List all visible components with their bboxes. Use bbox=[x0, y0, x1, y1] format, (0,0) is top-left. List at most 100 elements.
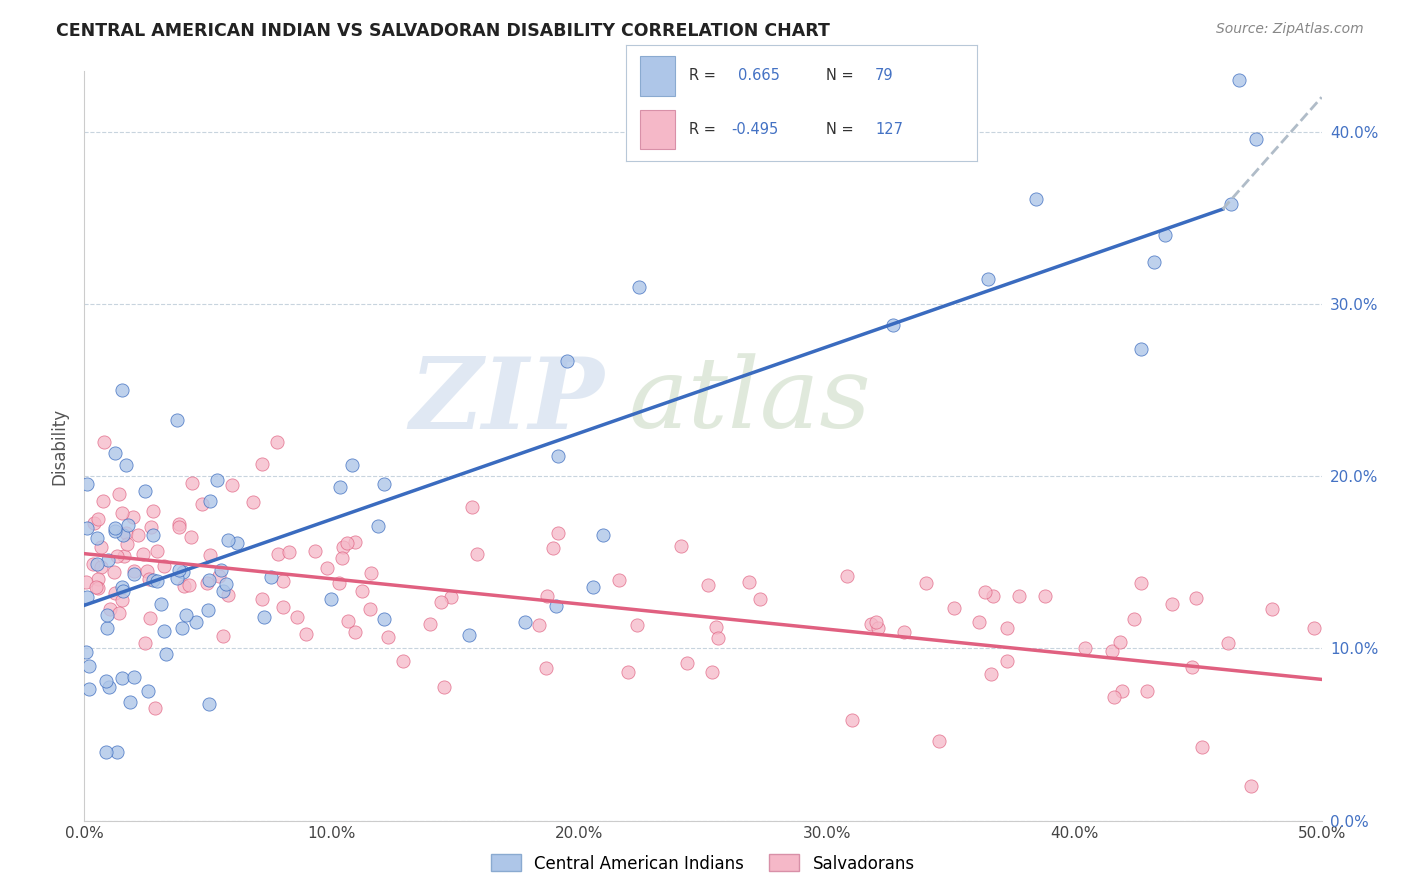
Point bbox=[180, 530, 202, 544]
Point bbox=[1102, 690, 1125, 704]
Point bbox=[607, 573, 630, 587]
Point bbox=[115, 458, 138, 472]
Point bbox=[350, 584, 373, 599]
Point bbox=[111, 580, 134, 594]
Point bbox=[105, 745, 128, 759]
Point bbox=[87, 573, 110, 587]
Point bbox=[1101, 644, 1123, 658]
Point bbox=[167, 516, 190, 531]
Point bbox=[111, 528, 134, 542]
Point bbox=[1129, 576, 1152, 591]
Point bbox=[217, 533, 239, 547]
Point bbox=[82, 557, 104, 571]
Text: 0.665: 0.665 bbox=[738, 69, 780, 84]
Point bbox=[433, 680, 456, 694]
Point bbox=[84, 581, 107, 595]
Point bbox=[112, 583, 135, 598]
Point bbox=[1246, 132, 1268, 146]
Point bbox=[1025, 192, 1047, 206]
Point bbox=[200, 494, 222, 508]
Point bbox=[1154, 227, 1177, 242]
Point bbox=[96, 621, 118, 635]
Point bbox=[285, 609, 308, 624]
Point bbox=[271, 600, 294, 615]
Point bbox=[226, 536, 249, 550]
Point bbox=[340, 458, 363, 473]
Point bbox=[1136, 683, 1159, 698]
Text: 79: 79 bbox=[875, 69, 894, 84]
Point bbox=[197, 574, 219, 588]
Point bbox=[111, 506, 134, 520]
Point bbox=[208, 569, 231, 583]
Text: Source: ZipAtlas.com: Source: ZipAtlas.com bbox=[1216, 22, 1364, 37]
Point bbox=[96, 608, 118, 623]
Point bbox=[457, 627, 479, 641]
Point bbox=[866, 621, 889, 635]
Point bbox=[1109, 635, 1132, 649]
Point bbox=[198, 548, 221, 562]
Point bbox=[96, 674, 118, 689]
Point bbox=[250, 592, 273, 607]
Point bbox=[104, 586, 127, 600]
Point bbox=[1185, 591, 1208, 606]
Point bbox=[1191, 740, 1213, 755]
Point bbox=[1129, 342, 1152, 356]
Point bbox=[332, 540, 354, 554]
Point bbox=[76, 521, 98, 535]
Point bbox=[103, 565, 125, 579]
Point bbox=[738, 575, 761, 590]
Point bbox=[761, 136, 783, 151]
Point bbox=[155, 648, 177, 662]
Point bbox=[465, 547, 488, 561]
Point bbox=[180, 476, 202, 491]
Point bbox=[329, 480, 352, 494]
Point bbox=[89, 540, 111, 554]
Point bbox=[1227, 73, 1250, 87]
Text: N =: N = bbox=[827, 69, 858, 84]
Point bbox=[1220, 197, 1243, 211]
Point bbox=[321, 592, 343, 607]
Point bbox=[96, 745, 118, 759]
Point bbox=[142, 528, 165, 542]
Point bbox=[153, 559, 176, 574]
Point bbox=[1123, 612, 1146, 626]
Point bbox=[1261, 601, 1284, 615]
Point bbox=[111, 383, 134, 397]
Point bbox=[191, 497, 214, 511]
Point bbox=[330, 551, 353, 566]
Point bbox=[749, 592, 772, 607]
Point bbox=[250, 457, 273, 471]
Point bbox=[536, 589, 558, 603]
Legend: Central American Indians, Salvadorans: Central American Indians, Salvadorans bbox=[485, 847, 921, 880]
Y-axis label: Disability: Disability bbox=[51, 408, 69, 484]
Point bbox=[173, 579, 195, 593]
Point bbox=[547, 449, 569, 463]
Point bbox=[967, 615, 990, 629]
Point bbox=[974, 585, 997, 599]
Point bbox=[592, 528, 614, 542]
Point bbox=[266, 547, 288, 561]
Point bbox=[1143, 255, 1166, 269]
Text: CENTRAL AMERICAN INDIAN VS SALVADORAN DISABILITY CORRELATION CHART: CENTRAL AMERICAN INDIAN VS SALVADORAN DI… bbox=[56, 22, 830, 40]
Point bbox=[529, 618, 551, 632]
Point bbox=[115, 526, 138, 541]
Point bbox=[76, 477, 98, 491]
Point bbox=[172, 621, 194, 635]
Point bbox=[149, 597, 172, 611]
Point bbox=[166, 413, 188, 427]
Point bbox=[153, 624, 176, 638]
Point bbox=[139, 520, 162, 534]
Point bbox=[174, 608, 197, 623]
Point bbox=[373, 612, 395, 626]
Point bbox=[316, 561, 339, 575]
Point bbox=[218, 588, 240, 602]
Point bbox=[104, 521, 127, 535]
Point bbox=[626, 617, 648, 632]
Point bbox=[336, 535, 359, 549]
Point bbox=[87, 512, 110, 526]
Point bbox=[75, 645, 97, 659]
Point bbox=[360, 566, 382, 581]
Point bbox=[328, 576, 350, 591]
Point bbox=[534, 661, 557, 675]
Point bbox=[1111, 684, 1133, 698]
